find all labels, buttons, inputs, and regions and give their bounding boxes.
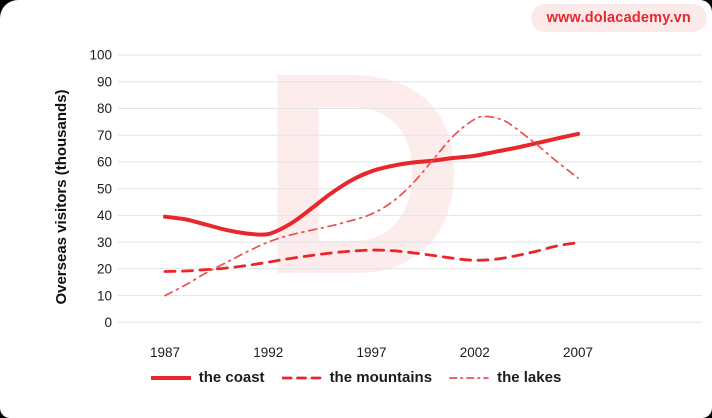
y-tick-label: 100 — [89, 48, 112, 63]
site-url-badge: www.dolacademy.vn — [530, 4, 707, 32]
y-tick-label: 50 — [97, 181, 112, 196]
x-tick-label: 1992 — [253, 345, 283, 360]
axis-tick-labels: 0 10 20 30 40 50 60 70 80 90 100 1987 1992 1997 2002 20… — [89, 48, 593, 360]
legend-label-lakes: the lakes — [497, 369, 562, 386]
y-tick-label: 80 — [97, 101, 112, 116]
legend-item-lakes: the lakes — [449, 369, 561, 386]
y-tick-label: 20 — [97, 262, 112, 277]
y-tick-label: 30 — [97, 235, 112, 250]
x-tick-label: 1997 — [356, 345, 386, 360]
legend-label-mountains: the mountains — [329, 369, 433, 386]
y-tick-label: 90 — [97, 74, 112, 89]
series-the-mountains — [163, 241, 580, 273]
mountains-line-swatch — [281, 376, 322, 379]
x-tick-label: 1987 — [150, 345, 180, 360]
lakes-line-swatch — [449, 376, 489, 379]
y-tick-label: 70 — [97, 128, 112, 143]
series-the-coast — [163, 131, 580, 237]
gridlines — [118, 54, 702, 323]
legend-item-coast: the coast — [150, 369, 265, 386]
legend-label-coast: the coast — [198, 369, 265, 386]
coast-line-swatch — [150, 375, 191, 380]
x-tick-label: 2007 — [563, 345, 593, 360]
y-tick-label: 10 — [97, 288, 112, 303]
legend-item-mountains: the mountains — [281, 369, 433, 386]
y-tick-label: 40 — [97, 208, 112, 223]
x-tick-label: 2002 — [460, 345, 490, 360]
legend: the coast the mountains the lakes — [0, 369, 712, 386]
series-the-lakes — [164, 115, 579, 297]
site-url-text: www.dolacademy.vn — [546, 10, 691, 26]
y-tick-label: 60 — [97, 155, 112, 170]
y-tick-label: 0 — [104, 315, 112, 330]
